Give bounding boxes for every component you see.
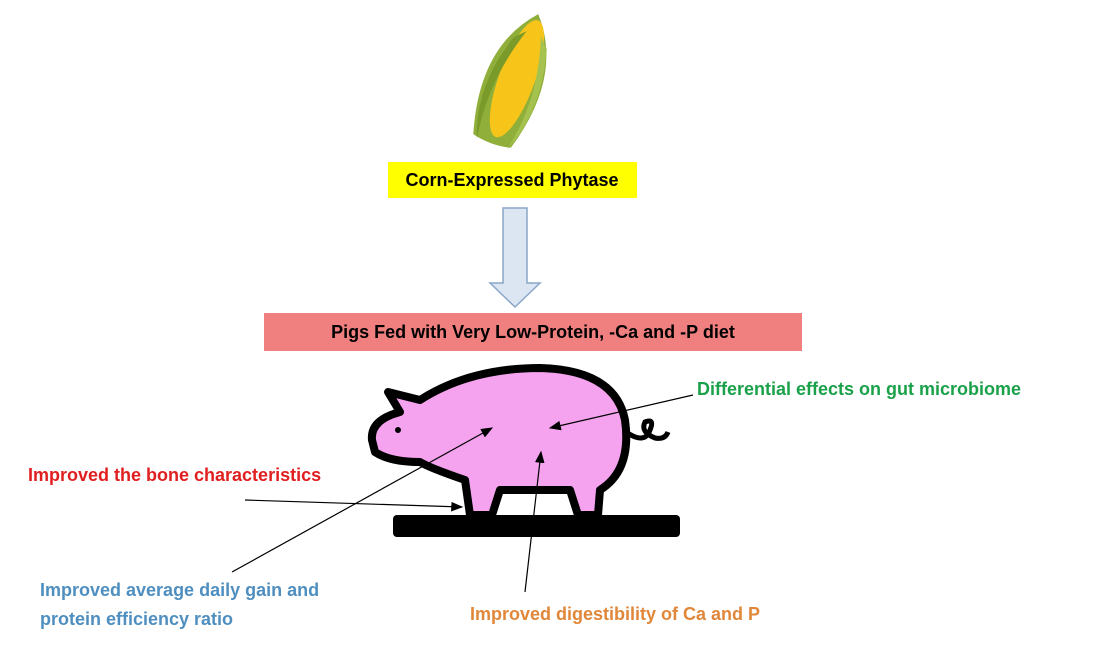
effect-digestibility: Improved digestibility of Ca and P bbox=[470, 604, 760, 624]
source-box bbox=[388, 162, 637, 198]
effect-bone: Improved the bone characteristics bbox=[28, 465, 321, 485]
diet-label: Pigs Fed with Very Low-Protein, -Ca and … bbox=[331, 322, 735, 342]
effect-microbiome: Differential effects on gut microbiome bbox=[697, 379, 1021, 399]
pointer-arrows bbox=[231, 394, 694, 593]
flow-arrow bbox=[488, 207, 542, 309]
effect-gain: protein efficiency ratio bbox=[40, 609, 233, 629]
corn-icon bbox=[473, 14, 547, 150]
source-label: Corn-Expressed Phytase bbox=[405, 170, 618, 190]
diet-box bbox=[264, 313, 802, 351]
effect-gain: Improved average daily gain and bbox=[40, 580, 319, 600]
pig-icon bbox=[367, 364, 680, 537]
